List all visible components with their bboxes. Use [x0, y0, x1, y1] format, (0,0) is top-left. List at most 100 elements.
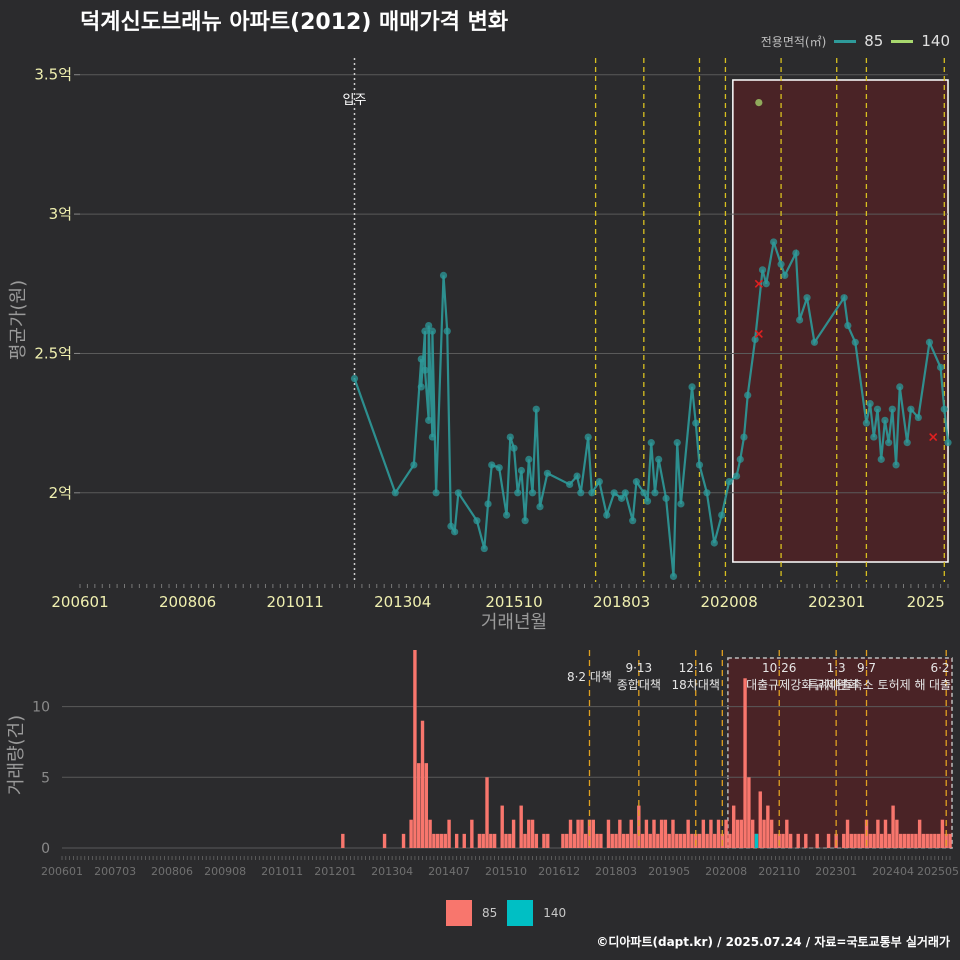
bar-85: [678, 833, 683, 848]
bar-85: [546, 833, 550, 848]
data-point-85: [936, 363, 945, 371]
data-point-85: [718, 511, 726, 519]
x-tick-label: 201803: [595, 865, 637, 878]
data-point-85: [669, 572, 678, 581]
y-tick-label: 5: [41, 770, 50, 786]
bar-85: [640, 833, 645, 848]
bar-85: [401, 833, 406, 848]
bar-85: [690, 833, 694, 848]
bar-85: [701, 819, 706, 848]
x-tick-label: 200601: [51, 593, 108, 611]
bar-85: [743, 678, 747, 848]
x-tick-label: 201304: [371, 865, 413, 878]
bar-85: [443, 833, 447, 848]
bar-85: [439, 833, 444, 848]
bar-85: [561, 833, 565, 848]
x-tick-label: 200806: [151, 865, 193, 878]
bar-85: [470, 819, 474, 848]
bar-85: [750, 819, 755, 848]
data-point-85: [651, 489, 659, 497]
bar-85: [671, 819, 675, 848]
bar-85: [948, 833, 952, 848]
bar-85: [417, 763, 421, 848]
data-point-85: [603, 511, 611, 519]
data-point-85: [851, 338, 859, 346]
data-point-85: [488, 461, 496, 469]
policy-label: 8·2 대책: [567, 669, 612, 684]
data-point-85: [640, 489, 648, 497]
bar-85: [879, 833, 884, 848]
bar-85: [826, 833, 831, 848]
bar-85: [595, 833, 599, 848]
bar-85: [891, 805, 895, 848]
data-point-85: [740, 433, 748, 441]
x-tick-label: 202505: [917, 865, 959, 878]
bar-85: [815, 833, 819, 848]
data-point-85: [532, 405, 540, 413]
data-point-85: [617, 494, 626, 502]
legend-title: 전용면적(㎡): [760, 34, 827, 49]
bar-85: [382, 833, 387, 848]
x-tick-label: 200908: [204, 865, 246, 878]
data-point-85: [796, 316, 804, 324]
bar-85: [625, 833, 630, 848]
data-point-85: [732, 472, 741, 480]
data-point-85: [844, 321, 852, 330]
data-point-85: [425, 321, 433, 330]
bar-85: [902, 833, 907, 848]
bar-85: [481, 833, 485, 848]
bar-85: [534, 833, 539, 848]
data-point-85: [710, 539, 718, 547]
x-axis-label: 거래년월: [481, 612, 547, 633]
bar-85: [872, 833, 876, 848]
data-point-85: [914, 413, 922, 422]
bar-85: [341, 833, 345, 848]
data-point-85: [391, 489, 399, 497]
y-tick-label: 2억: [49, 484, 72, 502]
data-point-85: [525, 455, 533, 463]
bar-85: [656, 833, 660, 848]
policy-label: 특례대출축소 토허제 해: [807, 678, 925, 692]
x-tick-label: 201905: [648, 865, 690, 878]
data-point-85: [439, 271, 448, 280]
bar-85: [568, 819, 573, 848]
policy-label: 규제완화: [814, 678, 858, 692]
data-point-85: [870, 433, 878, 441]
bar-85: [686, 819, 690, 848]
x-tick-label: 201612: [538, 865, 580, 878]
bar-85: [663, 819, 668, 848]
x-tick-label: 200601: [41, 865, 83, 878]
bar-85: [769, 819, 774, 848]
bar-85: [887, 833, 891, 848]
bar-85: [781, 833, 785, 848]
bar-85: [659, 819, 664, 848]
bar-85: [758, 791, 762, 848]
data-point-85: [736, 455, 744, 463]
data-point-85: [688, 383, 696, 391]
policy-label: 대출규제강화: [746, 678, 812, 692]
policy-label: 6·2: [930, 661, 949, 675]
data-point-85: [495, 464, 503, 472]
bar-85: [921, 833, 926, 848]
volume-chart: 0 5 10 8·2 대책 9·13 종합대책 12·16 18차대책 10·26 대출규제강화 1…: [6, 650, 959, 878]
x-tick-label: 200703: [94, 865, 136, 878]
y-tick-label: 3억: [49, 205, 72, 223]
data-point-85: [632, 478, 641, 486]
x-tick-label: 201304: [374, 593, 431, 611]
data-point-85: [647, 439, 655, 447]
bar-85: [432, 833, 436, 848]
data-point-85: [703, 489, 711, 497]
x-tick-label: 2025: [907, 593, 945, 611]
data-point-85: [862, 419, 870, 427]
data-point-85: [443, 327, 451, 335]
x-tick-label: 202008: [705, 865, 747, 878]
data-point-85: [758, 266, 767, 274]
bar-85: [652, 819, 656, 848]
data-point-85: [881, 416, 889, 424]
data-point-85: [692, 419, 700, 427]
bar-85: [519, 805, 523, 848]
bar-85: [929, 833, 933, 848]
data-point-85: [781, 271, 789, 280]
policy-label: 12·16: [679, 661, 713, 675]
data-point-85: [892, 461, 900, 469]
